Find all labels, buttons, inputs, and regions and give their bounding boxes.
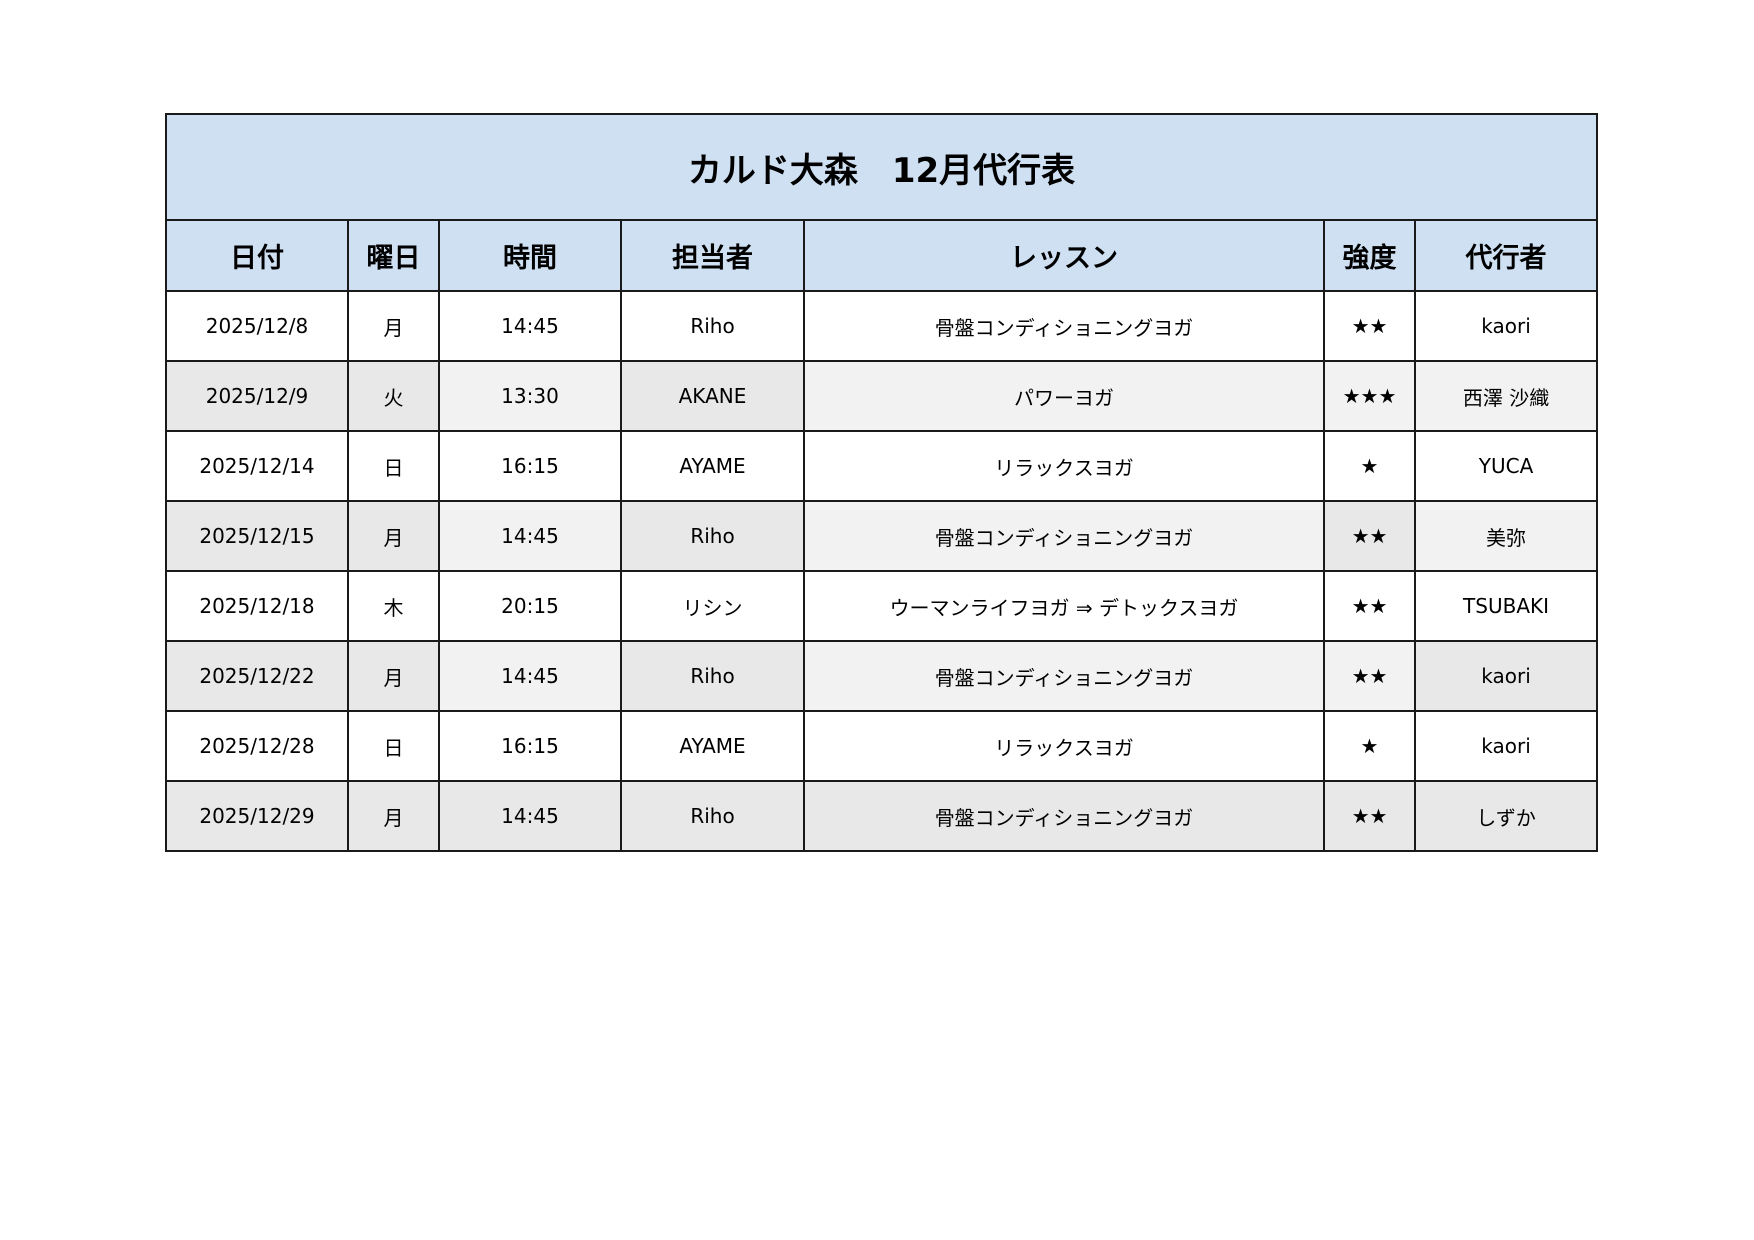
- cell-lesson: 骨盤コンディショニングヨガ: [803, 290, 1325, 362]
- cell-intensity: ★★: [1323, 290, 1416, 362]
- cell-lesson: 骨盤コンディショニングヨガ: [803, 780, 1325, 852]
- cell-weekday: 月: [347, 500, 440, 572]
- substitute-schedule-table: カルド大森 12月代行表 日付 曜日 時間 担当者 レッスン 強度 代行者 2025/12/…: [164, 113, 1599, 852]
- column-header-row: 日付 曜日 時間 担当者 レッスン 強度 代行者: [165, 219, 1599, 292]
- cell-instructor: Riho: [620, 780, 805, 852]
- cell-instructor: Riho: [620, 500, 805, 572]
- cell-weekday: 日: [347, 430, 440, 502]
- column-header-date: 日付: [165, 219, 349, 292]
- cell-time: 13:30: [438, 360, 622, 432]
- cell-substitute: TSUBAKI: [1413, 570, 1599, 642]
- cell-substitute: YUCA: [1413, 430, 1599, 502]
- cell-substitute: 西澤 沙織: [1413, 360, 1599, 432]
- cell-time: 20:15: [438, 570, 622, 642]
- table-row: 2025/12/15 月 14:45 Riho 骨盤コンディショニングヨガ ★★ 美弥: [165, 500, 1599, 572]
- cell-date: 2025/12/9: [165, 360, 349, 432]
- cell-date: 2025/12/18: [165, 570, 349, 642]
- cell-substitute: kaori: [1413, 640, 1599, 712]
- cell-time: 16:15: [438, 710, 622, 782]
- cell-weekday: 月: [347, 290, 440, 362]
- cell-time: 14:45: [438, 780, 622, 852]
- column-header-substitute: 代行者: [1413, 219, 1599, 292]
- cell-instructor: AYAME: [620, 710, 805, 782]
- cell-substitute: しずか: [1413, 780, 1599, 852]
- cell-intensity: ★★: [1323, 570, 1416, 642]
- cell-date: 2025/12/22: [165, 640, 349, 712]
- cell-substitute: kaori: [1413, 710, 1599, 782]
- cell-substitute: kaori: [1413, 290, 1599, 362]
- cell-weekday: 月: [347, 640, 440, 712]
- page-title: カルド大森 12月代行表: [164, 113, 1599, 221]
- column-header-instructor: 担当者: [620, 219, 805, 292]
- table-row: 2025/12/18 木 20:15 リシン ウーマンライフヨガ ⇒ デトックスヨガ ★★…: [165, 570, 1599, 642]
- cell-weekday: 日: [347, 710, 440, 782]
- cell-date: 2025/12/8: [165, 290, 349, 362]
- cell-lesson: パワーヨガ: [803, 360, 1325, 432]
- cell-time: 16:15: [438, 430, 622, 502]
- cell-intensity: ★: [1323, 430, 1416, 502]
- table-row: 2025/12/9 火 13:30 AKANE パワーヨガ ★★★ 西澤 沙織: [165, 360, 1599, 432]
- cell-date: 2025/12/28: [165, 710, 349, 782]
- cell-weekday: 木: [347, 570, 440, 642]
- cell-instructor: Riho: [620, 290, 805, 362]
- table-row: 2025/12/29 月 14:45 Riho 骨盤コンディショニングヨガ ★★ しずか: [165, 780, 1599, 852]
- cell-intensity: ★★: [1323, 780, 1416, 852]
- cell-time: 14:45: [438, 290, 622, 362]
- column-header-lesson: レッスン: [803, 219, 1325, 292]
- table-row: 2025/12/14 日 16:15 AYAME リラックスヨガ ★ YUCA: [165, 430, 1599, 502]
- cell-time: 14:45: [438, 640, 622, 712]
- cell-lesson: ウーマンライフヨガ ⇒ デトックスヨガ: [803, 570, 1325, 642]
- column-header-time: 時間: [438, 219, 622, 292]
- cell-instructor: Riho: [620, 640, 805, 712]
- cell-lesson: 骨盤コンディショニングヨガ: [803, 640, 1325, 712]
- cell-weekday: 火: [347, 360, 440, 432]
- cell-intensity: ★★: [1323, 640, 1416, 712]
- cell-intensity: ★★★: [1323, 360, 1416, 432]
- cell-time: 14:45: [438, 500, 622, 572]
- table-row: 2025/12/22 月 14:45 Riho 骨盤コンディショニングヨガ ★★ kaori: [165, 640, 1599, 712]
- cell-weekday: 月: [347, 780, 440, 852]
- cell-date: 2025/12/15: [165, 500, 349, 572]
- cell-instructor: リシン: [620, 570, 805, 642]
- column-header-weekday: 曜日: [347, 219, 440, 292]
- cell-lesson: リラックスヨガ: [803, 430, 1325, 502]
- cell-intensity: ★: [1323, 710, 1416, 782]
- table-row: 2025/12/28 日 16:15 AYAME リラックスヨガ ★ kaori: [165, 710, 1599, 782]
- cell-instructor: AKANE: [620, 360, 805, 432]
- cell-substitute: 美弥: [1413, 500, 1599, 572]
- cell-lesson: リラックスヨガ: [803, 710, 1325, 782]
- cell-date: 2025/12/29: [165, 780, 349, 852]
- cell-intensity: ★★: [1323, 500, 1416, 572]
- cell-lesson: 骨盤コンディショニングヨガ: [803, 500, 1325, 572]
- cell-date: 2025/12/14: [165, 430, 349, 502]
- cell-instructor: AYAME: [620, 430, 805, 502]
- table-row: 2025/12/8 月 14:45 Riho 骨盤コンディショニングヨガ ★★ kaori: [165, 290, 1599, 362]
- column-header-intensity: 強度: [1323, 219, 1416, 292]
